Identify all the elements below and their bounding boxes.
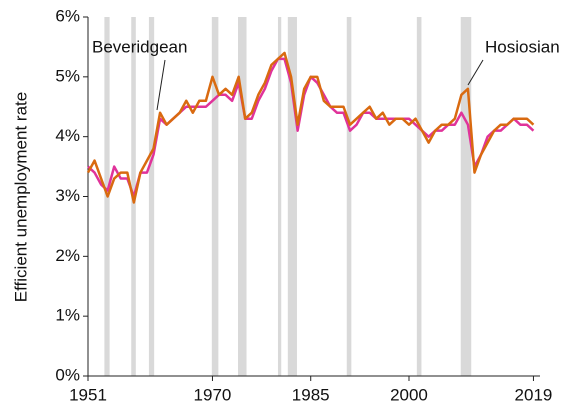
y-axis-label: Efficient unemployment rate bbox=[11, 92, 30, 302]
series-line bbox=[86, 51, 535, 204]
y-tick-label: 5% bbox=[55, 66, 80, 85]
x-tick-label: 2000 bbox=[390, 385, 428, 404]
y-tick-label: 6% bbox=[55, 6, 80, 25]
y-tick-label: 2% bbox=[55, 246, 80, 265]
recession-band bbox=[211, 17, 219, 376]
y-tick-label: 3% bbox=[55, 186, 80, 205]
x-tick-label: 1970 bbox=[194, 385, 232, 404]
recession-band bbox=[416, 17, 422, 376]
y-tick-label: 1% bbox=[55, 306, 80, 325]
recession-band bbox=[148, 17, 155, 376]
y-tick-label: 4% bbox=[55, 126, 80, 145]
x-tick-label: 1951 bbox=[69, 385, 107, 404]
annotation-pointer bbox=[467, 59, 484, 86]
x-tick-label: 2019 bbox=[515, 385, 553, 404]
x-tick-label: 1985 bbox=[292, 385, 330, 404]
recession-band bbox=[287, 17, 297, 376]
recession-band bbox=[277, 17, 282, 376]
y-tick-label: 0% bbox=[55, 365, 80, 384]
series-annotation: Beveridgean bbox=[92, 37, 187, 56]
recession-band bbox=[346, 17, 352, 376]
recession-band bbox=[238, 17, 247, 376]
recession-band bbox=[460, 17, 472, 376]
series-annotation: Hosiosian bbox=[485, 37, 560, 56]
annotation-pointer bbox=[156, 59, 166, 111]
